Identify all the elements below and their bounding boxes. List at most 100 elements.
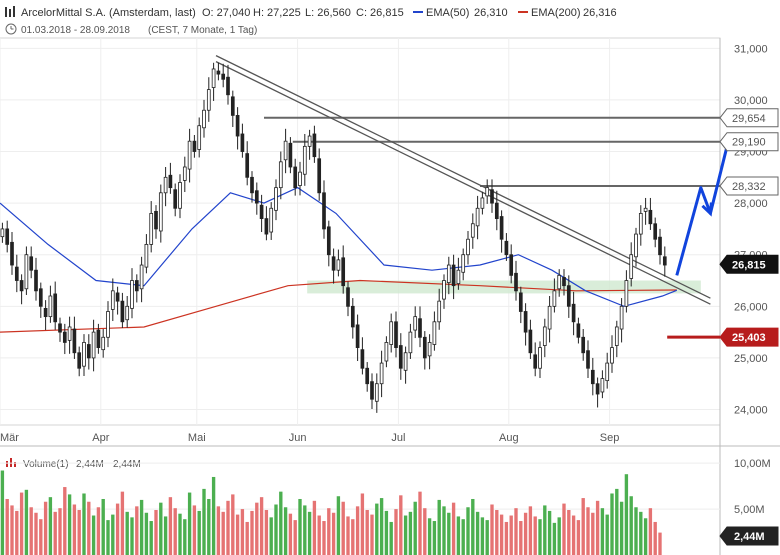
price-tick-label: 28,000 <box>734 198 768 210</box>
volume-label: Volume(1) <box>23 459 69 470</box>
candle-body <box>451 264 456 287</box>
candle-body <box>211 68 216 88</box>
candle <box>58 317 62 342</box>
volume-bar <box>178 513 182 555</box>
candle <box>120 292 125 328</box>
candle <box>499 210 504 253</box>
candle <box>72 316 77 359</box>
candle-body <box>115 292 120 302</box>
time-tick-label: Jul <box>391 432 405 444</box>
candle <box>370 373 374 410</box>
volume-bar <box>58 508 62 555</box>
ema200-line <box>0 279 677 333</box>
candle <box>336 249 341 277</box>
candle <box>226 64 230 105</box>
candle <box>595 377 600 408</box>
volume-bar <box>394 509 398 555</box>
level-label-text: 26,815 <box>732 259 766 271</box>
candle-body <box>610 347 614 364</box>
candle <box>43 300 48 331</box>
candle <box>235 107 240 150</box>
candle-body <box>101 336 106 351</box>
low-value: L: 26,560 <box>305 7 351 19</box>
candle-body <box>235 115 240 137</box>
candle-body <box>470 223 475 238</box>
volume-bar <box>264 510 269 555</box>
candle-body <box>523 311 528 333</box>
candle-body <box>648 209 653 225</box>
candle <box>96 323 101 354</box>
volume-bar <box>605 514 609 555</box>
volume-header: Volume(1) 2,44M 2,44M <box>6 458 141 470</box>
candle-body <box>427 342 432 357</box>
candle <box>125 296 130 328</box>
candle-body <box>288 142 293 168</box>
candle-body <box>653 223 658 240</box>
level-label-text: 29,654 <box>732 113 766 125</box>
close-value: C: 26,815 <box>356 7 404 19</box>
level-label-2: 28,332 <box>719 176 779 196</box>
volume-bar <box>96 507 101 555</box>
candle <box>394 311 398 358</box>
candle <box>5 220 10 253</box>
candle <box>547 296 552 343</box>
candle <box>14 254 19 293</box>
candle <box>0 222 5 243</box>
candle <box>619 298 624 343</box>
volume-bar <box>399 495 403 555</box>
candle-body <box>346 287 350 307</box>
candle <box>629 242 634 287</box>
candle-body <box>384 342 389 362</box>
candle-body <box>586 350 590 369</box>
candle <box>422 331 427 370</box>
candle <box>91 319 96 372</box>
candle-body <box>293 166 298 189</box>
volume-bar <box>274 504 278 555</box>
candle-body <box>206 89 211 111</box>
price-tick-label: 30,000 <box>734 95 768 107</box>
candle <box>29 246 34 279</box>
candle-body <box>456 269 461 285</box>
candle <box>518 286 523 324</box>
candle-body <box>43 307 48 318</box>
candle-body <box>480 197 485 209</box>
candle <box>149 201 154 253</box>
candle <box>494 190 499 231</box>
candle-body <box>24 254 29 290</box>
volume-bar <box>629 496 633 555</box>
volume-bar <box>130 517 134 555</box>
candle-body <box>370 381 374 400</box>
candle-body <box>130 280 134 309</box>
time-tick-label: Mai <box>188 432 206 444</box>
candle <box>264 206 269 241</box>
candle-body <box>53 293 58 323</box>
volume-bar <box>461 519 465 555</box>
ema200-label: EMA(200) <box>531 7 581 19</box>
volume-bar <box>375 503 379 555</box>
volume-bar <box>504 521 509 555</box>
volume-bar <box>581 498 585 555</box>
volume-bar <box>389 521 393 555</box>
candle <box>38 282 43 318</box>
instrument-name: ArcelorMittal S.A. (Amsterdam, last) <box>21 7 196 19</box>
volume-bar <box>653 521 657 555</box>
time-tick-label: Sep <box>600 432 620 444</box>
candle <box>648 197 653 230</box>
price-axis: 31,00030,00029,00028,00027,00026,00025,0… <box>734 43 768 416</box>
candle <box>581 329 586 361</box>
candle-body <box>38 288 43 307</box>
volume-bar <box>317 515 321 555</box>
volume-bar <box>562 503 566 555</box>
volume-bar <box>245 521 249 555</box>
candle-body <box>106 311 110 338</box>
candles-layer <box>0 62 667 413</box>
candle <box>187 128 192 183</box>
candle-body <box>360 349 365 369</box>
candle <box>293 158 298 196</box>
candle-body <box>82 342 86 367</box>
time-tick-label: Aug <box>499 432 519 444</box>
candle <box>245 141 250 186</box>
candle <box>130 268 134 319</box>
volume-bar <box>269 517 273 555</box>
candle-body <box>149 213 154 245</box>
